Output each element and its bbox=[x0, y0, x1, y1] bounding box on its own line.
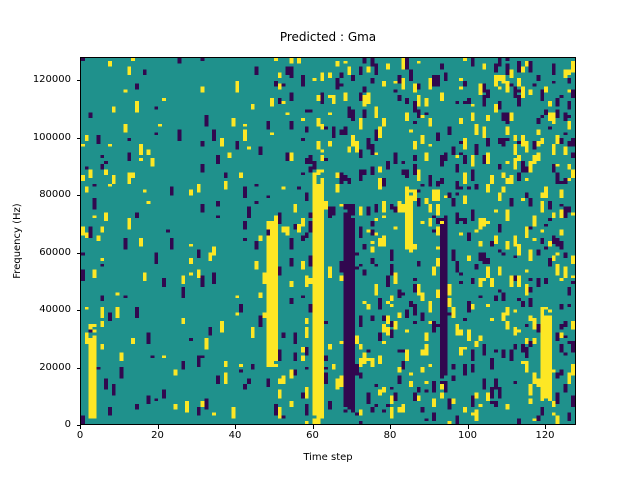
y-tick-mark bbox=[76, 367, 80, 369]
y-tick-mark bbox=[76, 137, 80, 139]
y-tick-label-text: 100000 bbox=[32, 131, 71, 143]
x-tick-mark bbox=[467, 425, 469, 429]
y-tick-label-text: 60000 bbox=[39, 246, 71, 258]
x-tick-mark bbox=[80, 425, 81, 429]
y-tick-label-text: 20000 bbox=[39, 361, 71, 373]
x-tick-label-text: 60 bbox=[306, 430, 319, 441]
y-tick-mark bbox=[76, 425, 80, 426]
y-axis-label: Frequency (Hz) bbox=[12, 203, 23, 279]
x-axis-label: Time step bbox=[303, 452, 353, 463]
x-tick-label-text: 0 bbox=[76, 430, 84, 441]
heatmap-axes bbox=[80, 57, 576, 425]
x-tick-mark bbox=[312, 425, 314, 429]
y-tick-mark bbox=[76, 195, 80, 196]
page-title: Predicted : Gma bbox=[279, 30, 377, 44]
y-tick-label-text: 120000 bbox=[32, 74, 71, 85]
y-tick-mark bbox=[76, 80, 80, 81]
x-tick-label-text: 120 bbox=[535, 430, 555, 441]
y-tick-label-text: 40000 bbox=[39, 304, 71, 315]
x-tick-label-text: 40 bbox=[228, 430, 242, 441]
x-tick-mark bbox=[545, 425, 546, 429]
x-tick-mark bbox=[390, 425, 391, 429]
y-tick-label-text: 0 bbox=[64, 419, 71, 430]
y-tick-mark bbox=[76, 310, 80, 311]
heatmap-image bbox=[81, 58, 575, 424]
x-tick-label-text: 100 bbox=[457, 430, 478, 441]
y-tick-mark bbox=[76, 252, 80, 254]
x-tick-mark bbox=[157, 425, 159, 429]
x-tick-label-text: 80 bbox=[383, 430, 397, 441]
y-tick-label-text: 80000 bbox=[39, 189, 71, 200]
x-tick-mark bbox=[235, 425, 236, 429]
x-tick-label-text: 20 bbox=[151, 430, 164, 441]
